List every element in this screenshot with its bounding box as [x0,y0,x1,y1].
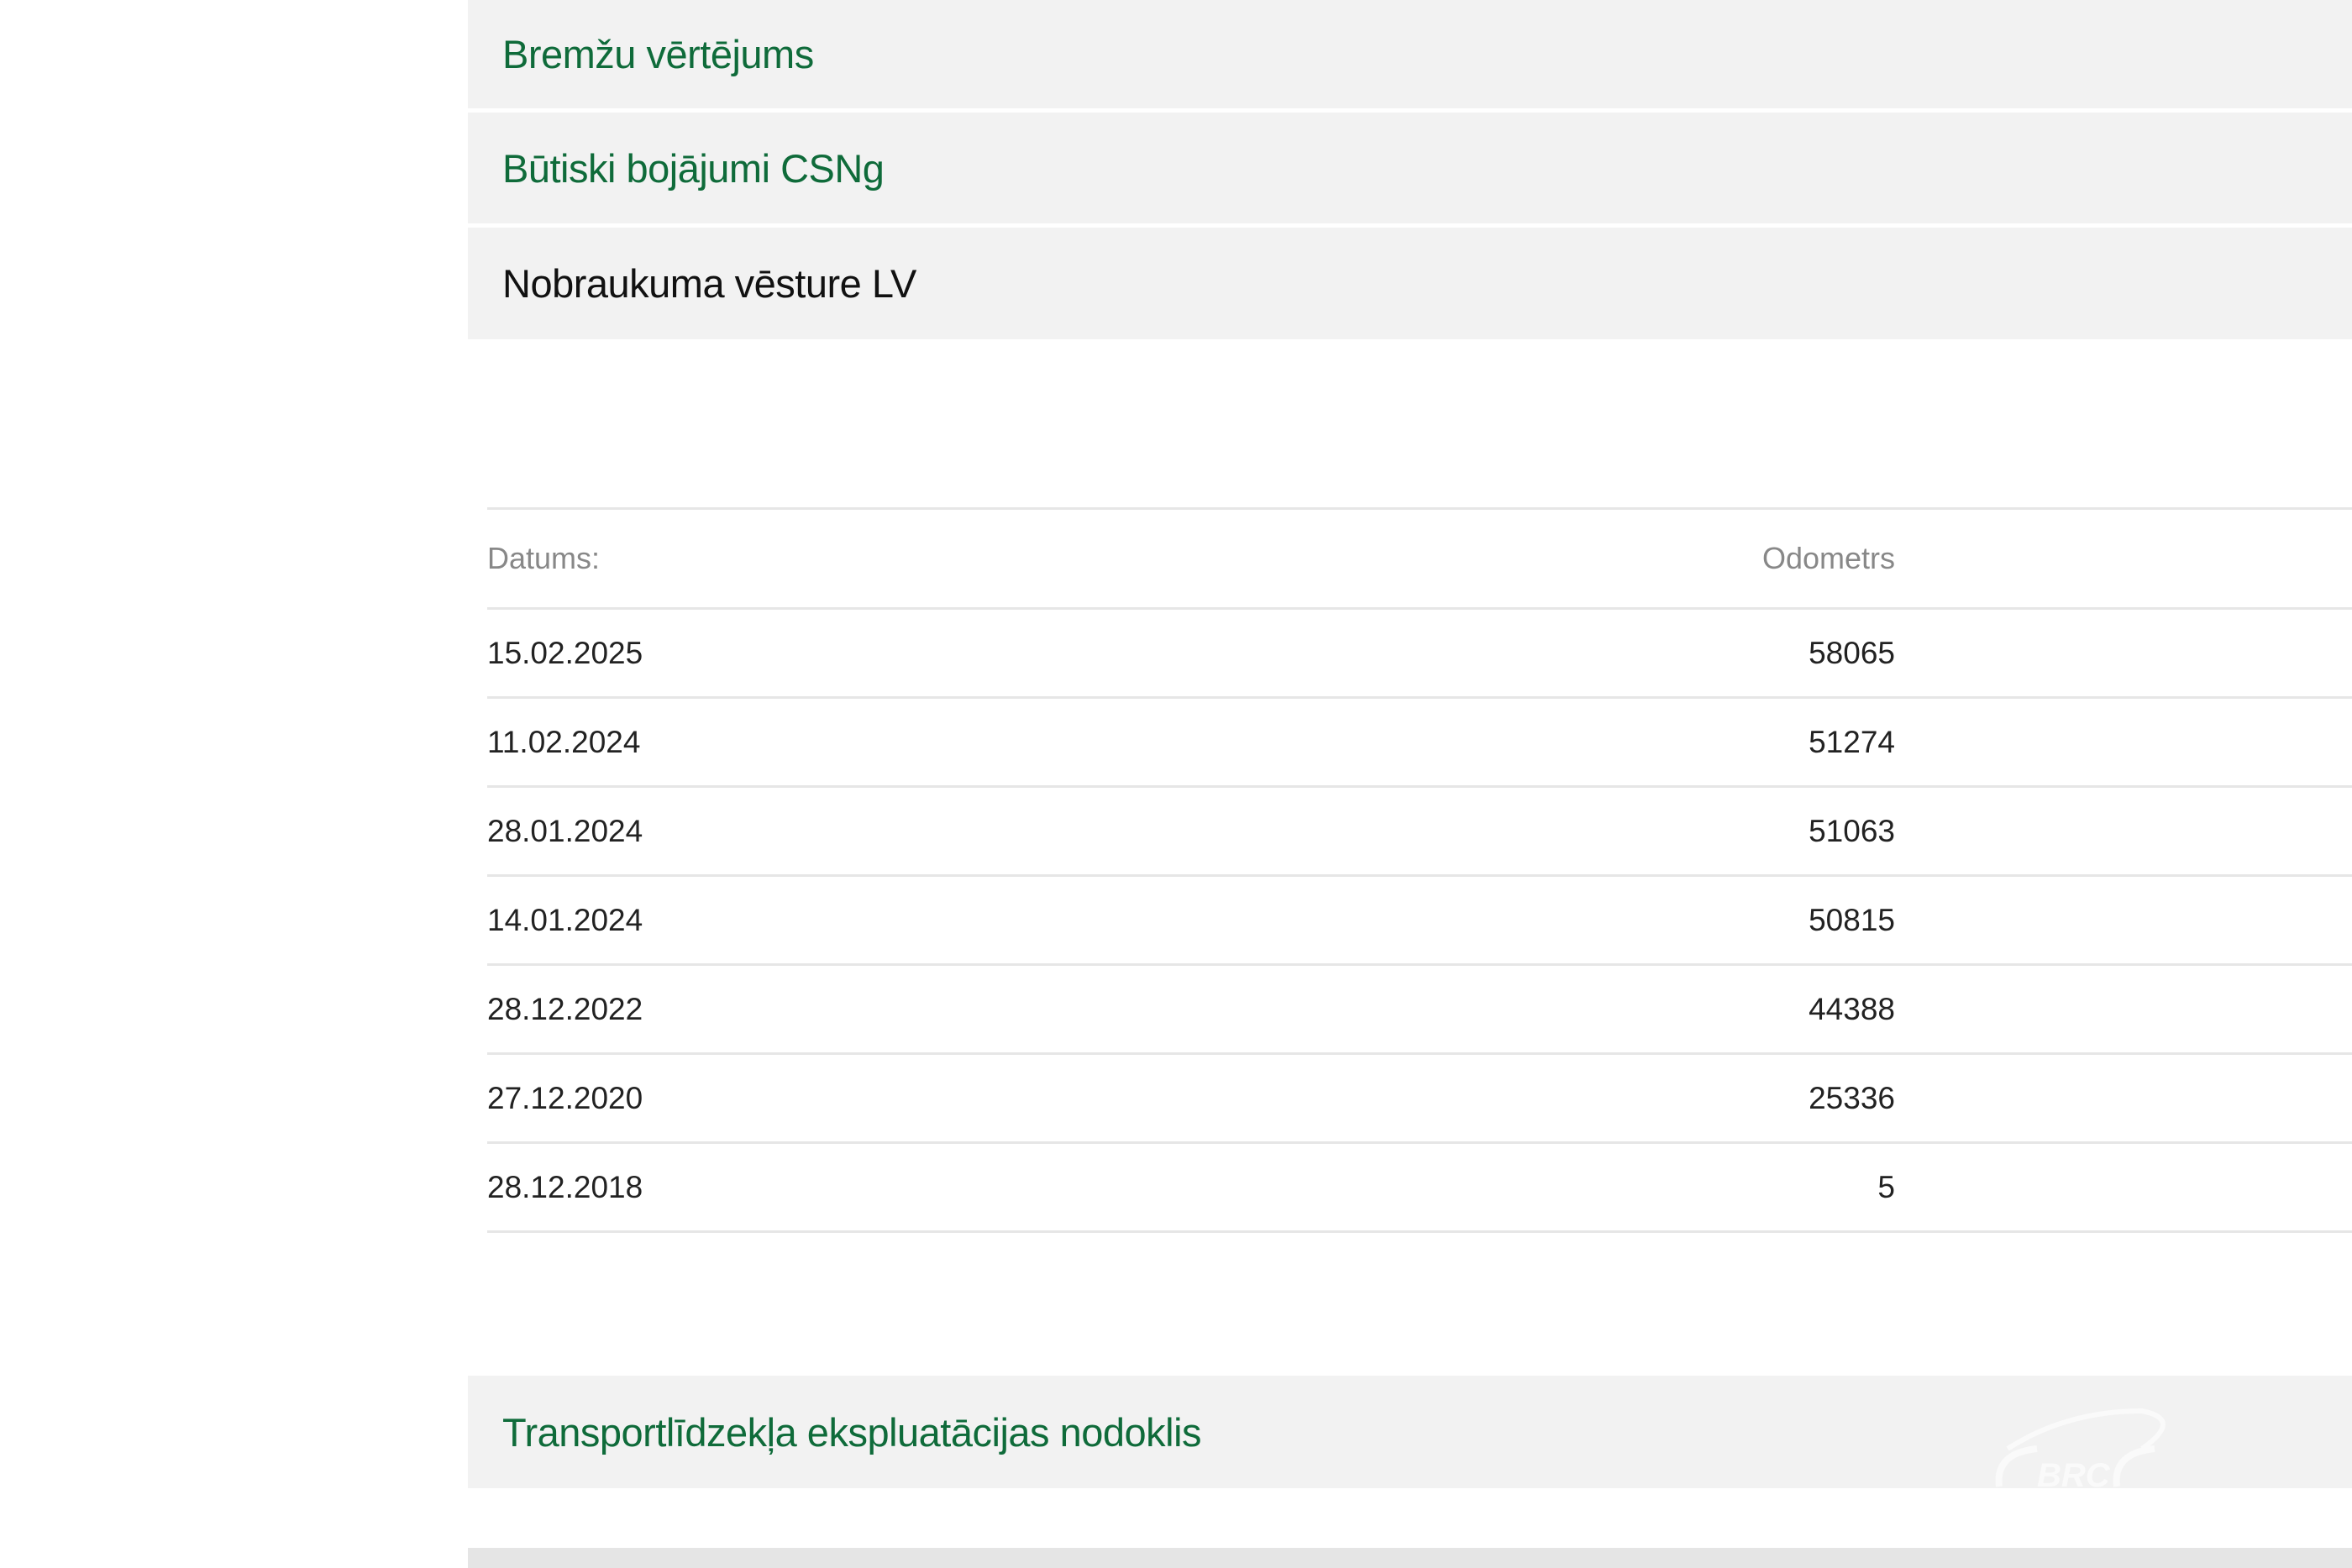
table-row: 11.02.2024 51274 [487,699,2352,788]
brc-watermark-logo: BRC [1995,1408,2166,1491]
date-cell: 28.12.2022 [487,991,643,1026]
section-title: Transportlīdzekļa ekspluatācijas nodokli… [502,1409,1202,1455]
table-row: 28.12.2022 44388 [487,966,2352,1055]
table-row: 27.12.2020 25336 [487,1055,2352,1144]
table-row: 15.02.2025 58065 [487,610,2352,699]
mileage-table: Datums: Odometrs 15.02.2025 58065 11.02.2… [487,507,2352,1233]
section-title: Bremžu vērtējums [502,32,814,76]
table-row: 28.01.2024 51063 [487,788,2352,877]
table-row: 14.01.2024 50815 [487,877,2352,966]
date-cell: 15.02.2025 [487,635,643,670]
table-header: Datums: Odometrs [487,510,2352,610]
odometer-cell: 51063 [1809,813,1895,848]
date-cell: 28.01.2024 [487,813,643,848]
odometer-cell: 58065 [1809,635,1895,670]
date-cell: 28.12.2018 [487,1169,643,1204]
section-brake-rating[interactable]: Bremžu vērtējums [468,0,2352,108]
section-mileage-history[interactable]: Nobraukuma vēsture LV [468,228,2352,339]
section-title: Nobraukuma vēsture LV [502,261,916,306]
header-odometer: Odometrs [1761,541,1895,575]
date-cell: 27.12.2020 [487,1080,643,1115]
next-section-bar [468,1548,2352,1568]
header-date: Datums: [487,541,601,575]
svg-text:BRC: BRC [2037,1457,2111,1491]
table-row: 28.12.2018 5 [487,1144,2352,1233]
odometer-cell: 25336 [1809,1080,1895,1115]
date-cell: 11.02.2024 [487,724,641,759]
odometer-cell: 50815 [1809,902,1895,937]
section-major-damage[interactable]: Būtiski bojājumi CSNg [468,113,2352,223]
date-cell: 14.01.2024 [487,902,643,937]
odometer-cell: 51274 [1809,724,1895,759]
odometer-cell: 5 [1877,1169,1895,1204]
section-title: Būtiski bojājumi CSNg [502,145,885,191]
odometer-cell: 44388 [1809,991,1895,1026]
